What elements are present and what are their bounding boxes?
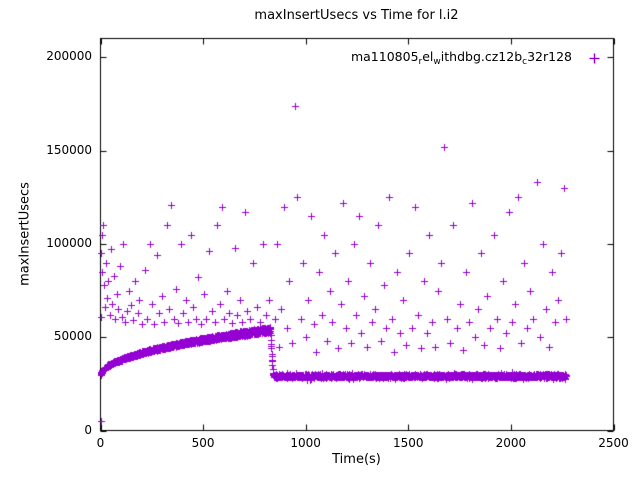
x-axis-label: Time(s)	[332, 452, 381, 467]
legend-text-part: el	[422, 49, 434, 64]
legend-text-part: ithdbg.cz12b	[440, 49, 523, 64]
y-axis-label: maxInsertUsecs	[17, 182, 33, 286]
y-tick-label: 150000	[46, 142, 92, 157]
x-tick-label: 2500	[598, 436, 629, 450]
x-tick-label: 2000	[495, 436, 527, 450]
x-tick-label: 1500	[393, 436, 424, 450]
legend-text-part: 32r128	[527, 49, 572, 64]
legend-text-part: w	[433, 57, 441, 67]
legend-text-part: c	[522, 57, 528, 67]
x-tick-label: 500	[191, 436, 215, 450]
legend-plus-marker-icon	[589, 53, 600, 63]
y-tick-label: 100000	[46, 235, 92, 250]
legend-text-part: ma110805	[350, 49, 419, 64]
legend-series-label: ma110805relwithdbg.cz12bc32r128	[351, 49, 572, 67]
y-tick-label: 50000	[53, 329, 92, 344]
legend: ma110805relwithdbg.cz12bc32r128	[100, 49, 611, 67]
x-tick-label: 1000	[290, 436, 321, 450]
legend-text-part: r	[418, 57, 423, 67]
y-tick-label: 0	[84, 422, 92, 437]
x-tick-label: 0	[96, 436, 105, 450]
chart-title: maxInsertUsecs vs Time for l.i2	[254, 8, 459, 23]
y-tick-label: 200000	[46, 49, 92, 64]
